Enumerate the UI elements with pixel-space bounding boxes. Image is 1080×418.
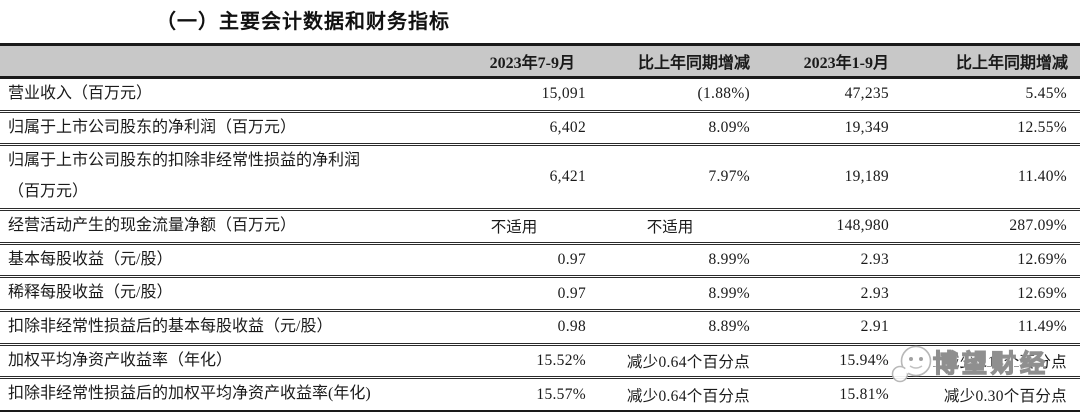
cell-ytd-change: 287.09% [1009,217,1067,235]
cell-q3-change: 8.09% [708,119,750,137]
cell-q3-value: 15,091 [541,85,586,103]
cell-ytd-change: 12.69% [1017,250,1067,268]
page-title: （一）主要会计数据和财务指标 [156,11,450,33]
cell-ytd-change: 12.55% [1017,119,1067,137]
row-label: 扣除非经常性损益后的加权平均净资产收益率(年化) [8,385,371,403]
cell-q3-change: 8.99% [708,250,750,268]
cell-ytd-value: 15.94% [839,352,889,370]
cell-ytd-change: 减少0.30个百分点 [943,387,1067,405]
cell-q3-value: 15.52% [536,352,586,370]
cell-q3-value: 6,402 [549,119,586,137]
row-label: 加权平均净资产收益率（年化） [8,351,233,369]
cell-ytd-change: 12.69% [1017,284,1067,302]
table-row: 归属于上市公司股东的净利润（百万元） 6,402 8.09% 19,349 12… [0,111,1080,145]
table-row: 加权平均净资产收益率（年化） 15.52% 减少0.64个百分点 15.94% … [0,344,1080,378]
cell-q3-change: 8.89% [708,318,750,336]
column-header-q3-change: 比上年同期增减 [588,43,752,79]
cell-ytd-change: 减少0.14个百分点 [943,354,1067,372]
column-header-ytd-change: 比上年同期增减 [891,43,1080,79]
cell-q3-change: 减少0.64个百分点 [626,387,750,405]
cell-ytd-value: 2.91 [860,318,889,336]
table-row: 基本每股收益（元/股） 0.97 8.99% 2.93 12.69% [0,243,1080,277]
cell-q3-value: 0.97 [557,284,586,302]
cell-ytd-change: 5.45% [1025,85,1067,103]
row-label: 基本每股收益（元/股） [8,250,173,268]
cell-ytd-change: 11.49% [1017,318,1067,336]
cell-ytd-value: 47,235 [844,85,889,103]
table-body: 营业收入（百万元） 15,091 (1.88%) 47,235 5.45% 归属… [0,78,1080,412]
table-row: 经营活动产生的现金流量净额（百万元） 不适用 不适用 148,980 287.0… [0,209,1080,244]
row-label: 扣除非经常性损益后的基本每股收益（元/股） [8,318,333,336]
table-row: 归属于上市公司股东的扣除非经常性损益的净利润 （百万元） 6,421 7.97%… [0,145,1080,210]
financial-indicators-table: 2023年7-9月 比上年同期增减 2023年1-9月 比上年同期增减 营业收入… [0,43,1080,412]
table-header: 2023年7-9月 比上年同期增减 2023年1-9月 比上年同期增减 [0,43,1080,79]
cell-q3-value: 不适用 [490,219,538,237]
cell-q3-change: (1.88%) [697,85,750,103]
row-label: 归属于上市公司股东的扣除非经常性损益的净利润 （百万元） [8,152,361,201]
cell-q3-change: 不适用 [646,219,694,237]
table-row: 稀释每股收益（元/股） 0.97 8.99% 2.93 12.69% [0,277,1080,311]
column-header-ytd-period: 2023年1-9月 [752,43,891,79]
cell-ytd-value: 19,349 [844,119,889,137]
cell-q3-value: 0.97 [557,250,586,268]
cell-q3-value: 0.98 [557,318,586,336]
column-header-empty [0,43,440,79]
row-label: 归属于上市公司股东的净利润（百万元） [8,118,297,136]
column-header-q3-period: 2023年7-9月 [440,43,588,79]
row-label: 稀释每股收益（元/股） [8,284,173,302]
cell-ytd-change: 11.40% [1017,168,1067,186]
cell-q3-change: 7.97% [708,168,750,186]
cell-q3-change: 8.99% [708,284,750,302]
cell-q3-change: 减少0.64个百分点 [626,354,750,372]
row-label: 营业收入（百万元） [8,85,153,102]
cell-ytd-value: 148,980 [836,217,889,235]
table-row: 扣除非经常性损益后的基本每股收益（元/股） 0.98 8.89% 2.91 11… [0,311,1080,345]
cell-ytd-value: 2.93 [860,250,889,268]
row-label: 经营活动产生的现金流量净额（百万元） [8,216,297,234]
table-row: 扣除非经常性损益后的加权平均净资产收益率(年化) 15.57% 减少0.64个百… [0,378,1080,412]
table-header-row: 2023年7-9月 比上年同期增减 2023年1-9月 比上年同期增减 [0,43,1080,79]
table-row: 营业收入（百万元） 15,091 (1.88%) 47,235 5.45% [0,78,1080,112]
cell-q3-value: 15.57% [536,385,586,403]
cell-ytd-value: 2.93 [860,284,889,302]
cell-ytd-value: 19,189 [844,168,889,186]
cell-ytd-value: 15.81% [839,385,889,403]
cell-q3-value: 6,421 [549,168,586,186]
